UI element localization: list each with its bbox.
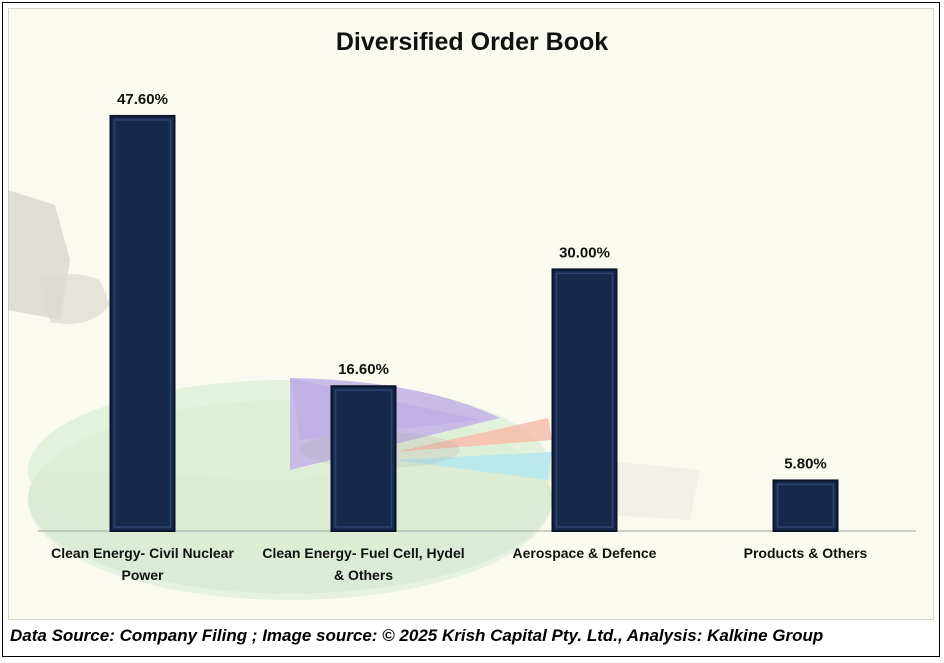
data-labels-layer: 47.60% 16.60% 30.00% 5.80%: [117, 91, 827, 472]
data-label-2: 16.60%: [338, 361, 389, 378]
category-label-3: Aerospace & Defence: [513, 545, 657, 561]
bar-rect: [551, 268, 618, 532]
bar-rect: [109, 114, 176, 532]
bar-bevel: [555, 272, 614, 528]
bar-rect: [330, 385, 397, 532]
category-label-4: Products & Others: [744, 545, 868, 561]
bar-3: [551, 268, 618, 532]
data-label-1: 47.60%: [117, 91, 168, 108]
category-label-2: Clean Energy- Fuel Cell, Hydel & Others: [262, 545, 464, 583]
bar-bevel: [113, 119, 172, 528]
bar-bevel: [776, 483, 835, 528]
data-label-4: 5.80%: [784, 455, 827, 472]
category-label-1: Clean Energy- Civil Nuclear Power: [51, 545, 234, 583]
bar-4: [772, 479, 839, 533]
bars-layer: [109, 114, 839, 533]
data-label-3: 30.00%: [559, 244, 610, 261]
bar-2: [330, 385, 397, 532]
bar-1: [109, 114, 176, 532]
source-footnote: Data Source: Company Filing ; Image sour…: [10, 626, 824, 645]
bar-bevel: [334, 389, 393, 528]
category-labels-layer: Clean Energy- Civil Nuclear Power Clean En…: [51, 545, 867, 583]
bar-rect: [772, 479, 839, 533]
chart-title: Diversified Order Book: [336, 28, 608, 56]
